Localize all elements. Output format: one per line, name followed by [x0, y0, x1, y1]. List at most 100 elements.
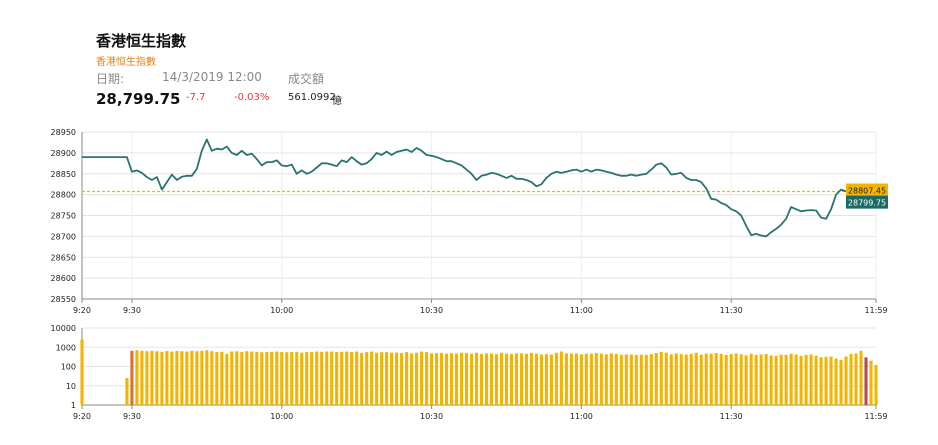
volume-bar	[844, 356, 848, 405]
volume-bar	[579, 354, 583, 405]
volume-bar	[439, 352, 444, 405]
volume-bar	[499, 352, 504, 405]
reference-tag-label: 28807.45	[848, 187, 886, 196]
volume-bar	[459, 352, 464, 405]
reference-tag	[846, 183, 888, 197]
volume-x-tick-label: 11:00	[570, 412, 593, 421]
volume-bar	[549, 354, 553, 405]
volume-bar	[804, 354, 808, 405]
volume-bar	[869, 360, 873, 405]
volume-bar	[744, 355, 748, 405]
index-series-line	[82, 138, 877, 238]
volume-bar	[774, 355, 778, 405]
volume-bar	[489, 353, 494, 405]
volume-bar	[390, 352, 394, 405]
volume-bar	[684, 354, 688, 405]
volume-x-tick-label: 11:59	[864, 412, 887, 421]
volume-bar	[674, 353, 678, 405]
volume-bar	[400, 353, 404, 405]
volume-bar	[834, 358, 838, 405]
last-price: 28,799.75	[96, 90, 181, 108]
volume-bar	[320, 351, 324, 405]
volume-bar	[305, 352, 309, 405]
volume-bar	[215, 352, 219, 405]
volume-bar	[240, 352, 244, 405]
date-value: 14/3/2019 12:00	[162, 70, 262, 84]
volume-bar	[340, 351, 344, 405]
volume-bar	[195, 351, 199, 405]
chart-title: 香港恒生指數	[96, 32, 187, 50]
x-tick-label: 10:30	[420, 306, 443, 315]
volume-bar	[864, 357, 868, 405]
volume-bar	[260, 352, 264, 405]
volume-bar	[734, 353, 738, 405]
volume-bar	[205, 350, 209, 405]
volume-bar	[420, 351, 424, 405]
volume-bar	[155, 351, 159, 405]
volume-bar	[519, 353, 523, 405]
volume-bar	[754, 354, 758, 405]
x-tick-label: 11:59	[864, 306, 887, 315]
volume-bar	[325, 351, 329, 405]
volume-bar	[315, 351, 319, 405]
volume-bar	[829, 356, 833, 405]
price-change-pct: -0.03%	[234, 92, 270, 103]
volume-bar	[360, 353, 364, 405]
volume-bar	[689, 353, 693, 405]
last-value-tag-label: 28799.75	[848, 199, 886, 208]
volume-bar	[330, 351, 334, 405]
volume-bar	[190, 350, 194, 405]
volume-bar	[310, 352, 314, 405]
volume-bar	[300, 352, 304, 405]
volume-x-tick-label: 10:00	[270, 412, 293, 421]
volume-bar	[210, 351, 214, 405]
volume-bar	[160, 351, 164, 405]
x-tick-label: 9:20	[73, 306, 91, 315]
volume-bar	[729, 354, 733, 405]
volume-bar	[854, 353, 858, 405]
volume-bar	[819, 357, 823, 405]
volume-bar	[125, 378, 129, 405]
volume-bar	[799, 355, 803, 405]
volume-bar	[464, 353, 469, 405]
y-tick-label: 28800	[51, 191, 76, 200]
volume-bar	[295, 351, 299, 405]
volume-bar	[230, 351, 234, 405]
volume-bar	[435, 353, 439, 405]
volume-bar	[724, 354, 728, 405]
volume-bar	[704, 353, 708, 405]
volume-bar	[859, 350, 863, 405]
volume-bar	[175, 350, 179, 405]
volume-bar	[779, 354, 783, 405]
volume-bar	[484, 353, 489, 405]
volume-bar	[380, 352, 384, 405]
volume-bar	[504, 353, 509, 405]
volume-bar	[290, 352, 294, 405]
turnover-unit: 億	[332, 96, 342, 107]
volume-bar	[140, 350, 144, 405]
volume-bar	[874, 364, 878, 405]
volume-bar	[624, 354, 628, 405]
volume-bar	[130, 350, 134, 405]
volume-bar	[335, 352, 339, 405]
volume-bar	[355, 351, 359, 405]
volume-bar	[764, 353, 768, 405]
volume-bar	[430, 353, 434, 405]
turnover-label: 成交額	[288, 72, 325, 86]
volume-bar	[270, 351, 274, 405]
volume-bar	[350, 352, 354, 405]
volume-x-tick-label: 9:30	[123, 412, 141, 421]
volume-bar	[539, 354, 543, 405]
volume-bar	[165, 351, 169, 405]
volume-bar	[649, 354, 653, 405]
volume-bar	[694, 352, 698, 405]
y-tick-label: 28750	[51, 212, 76, 221]
volume-bar	[739, 354, 743, 405]
volume-bar	[669, 354, 673, 405]
volume-bar	[474, 352, 479, 405]
volume-bar	[599, 353, 603, 405]
volume-bar	[699, 354, 703, 405]
volume-bar	[664, 352, 668, 405]
y-tick-label: 28850	[51, 170, 76, 179]
